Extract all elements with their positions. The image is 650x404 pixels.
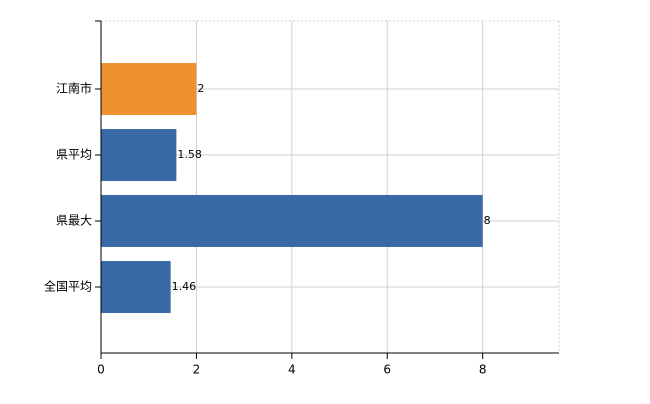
value-label: 8: [484, 214, 491, 227]
x-tick-label: 6: [383, 363, 391, 377]
y-tick-label: 県最大: [56, 214, 92, 228]
x-tick-label: 4: [288, 363, 296, 377]
x-tick-label: 0: [97, 363, 105, 377]
x-tick-label: 8: [479, 363, 487, 377]
bar: [101, 195, 483, 247]
y-tick-label: 県平均: [56, 148, 92, 162]
x-tick-label: 2: [193, 363, 201, 377]
bar: [101, 129, 177, 181]
value-label: 1.46: [172, 280, 197, 293]
y-tick-label: 全国平均: [44, 279, 92, 294]
value-label: 1.58: [177, 148, 202, 161]
value-label: 2: [197, 82, 204, 95]
bar: [101, 261, 171, 313]
bar: [101, 63, 197, 115]
y-tick-label: 江南市: [56, 81, 92, 96]
